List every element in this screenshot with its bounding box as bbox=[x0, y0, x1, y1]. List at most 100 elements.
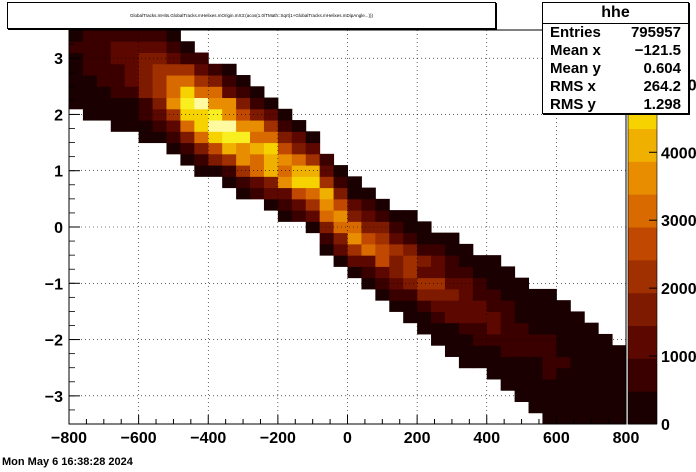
x-tick-label: 400 bbox=[473, 430, 500, 447]
heatmap-cell bbox=[528, 367, 543, 380]
heatmap-cell bbox=[333, 198, 348, 211]
x-tick-label: −200 bbox=[260, 430, 296, 447]
heatmap-cell bbox=[361, 243, 376, 256]
heatmap-cell bbox=[542, 412, 557, 425]
heatmap-cell bbox=[124, 30, 140, 42]
color-scale-swatch bbox=[628, 391, 657, 400]
heatmap-cell bbox=[250, 97, 265, 110]
heatmap-cell bbox=[389, 288, 404, 301]
heatmap-cell bbox=[305, 221, 321, 234]
heatmap-cell bbox=[444, 277, 460, 290]
heatmap-cell bbox=[528, 288, 543, 301]
heatmap-cell bbox=[417, 232, 432, 245]
heatmap-cell bbox=[403, 210, 418, 222]
heatmap-cell bbox=[110, 97, 126, 110]
heatmap-cell bbox=[556, 390, 571, 402]
heatmap-cell bbox=[263, 153, 279, 166]
heatmap-cell bbox=[403, 288, 418, 301]
heatmap-cell bbox=[361, 255, 376, 267]
heatmap-cell bbox=[542, 401, 557, 414]
heatmap-cell bbox=[514, 311, 530, 324]
heatmap-cell bbox=[403, 243, 418, 256]
heatmap-cell bbox=[277, 153, 293, 166]
heatmap-cell bbox=[361, 210, 376, 222]
heatmap-cell bbox=[347, 255, 362, 267]
heatmap-cell bbox=[486, 266, 502, 279]
y-tick-label: −1 bbox=[45, 276, 63, 293]
heatmap-cell bbox=[152, 131, 167, 144]
heatmap-cell bbox=[333, 176, 348, 189]
heatmap-cell bbox=[69, 63, 84, 76]
heatmap-cell bbox=[138, 97, 154, 110]
heatmap-cell bbox=[222, 75, 237, 87]
heatmap-cell bbox=[458, 333, 474, 346]
heatmap-cell bbox=[250, 176, 265, 189]
heatmap-cell bbox=[208, 165, 223, 177]
plot-title: GlobalTracks.mHits.GlobalTracks.mHelixes… bbox=[7, 2, 496, 29]
heatmap-cell bbox=[570, 401, 585, 414]
heatmap-cell bbox=[584, 367, 599, 380]
heatmap-cell bbox=[403, 266, 418, 279]
heatmap-cell bbox=[514, 345, 530, 357]
heatmap-cell bbox=[389, 210, 404, 222]
heatmap-cell bbox=[556, 401, 571, 414]
color-scale-swatch bbox=[628, 218, 657, 228]
heatmap-cell bbox=[236, 153, 251, 166]
heatmap-cell bbox=[458, 300, 474, 312]
heatmap-cell bbox=[570, 322, 585, 335]
heatmap-cell bbox=[431, 243, 446, 256]
heatmap-cell bbox=[612, 356, 627, 369]
color-scale-swatch bbox=[628, 227, 657, 236]
color-scale-swatch bbox=[628, 112, 657, 121]
heatmap-cell bbox=[431, 300, 446, 312]
heatmap-cell bbox=[291, 131, 307, 144]
heatmap-cell bbox=[319, 232, 335, 245]
heatmap-cell bbox=[458, 288, 474, 301]
heatmap-cell bbox=[347, 221, 362, 234]
heatmap-cell bbox=[375, 198, 390, 211]
heatmap-cell bbox=[152, 75, 167, 87]
heatmap-cell bbox=[305, 198, 321, 211]
heatmap-cell bbox=[528, 300, 543, 312]
heatmap-cell bbox=[305, 153, 321, 166]
x-tick-label: −400 bbox=[190, 430, 226, 447]
heatmap-cell bbox=[500, 367, 516, 380]
color-scale-swatch bbox=[628, 284, 657, 294]
heatmap-cell bbox=[291, 142, 307, 155]
heatmap-cell bbox=[403, 255, 418, 267]
heatmap-cell bbox=[180, 142, 195, 155]
heatmap-cell bbox=[514, 300, 530, 312]
heatmap-cell bbox=[584, 412, 599, 425]
z-tick-label: 2000 bbox=[661, 281, 696, 298]
heatmap-cell bbox=[263, 108, 279, 121]
color-scale-swatch bbox=[628, 169, 657, 179]
heatmap-cell bbox=[612, 412, 627, 425]
heatmap-cell bbox=[375, 243, 390, 256]
heatmap-cell bbox=[556, 345, 571, 357]
heatmap-cell bbox=[277, 131, 293, 144]
color-scale-swatch bbox=[628, 309, 657, 318]
heatmap-cell bbox=[556, 300, 571, 312]
heatmap-cell bbox=[375, 232, 390, 245]
heatmap-cell bbox=[417, 311, 432, 324]
heatmap-cell bbox=[291, 176, 307, 189]
heatmap-cell bbox=[82, 52, 98, 65]
x-tick-label: −800 bbox=[51, 430, 87, 447]
heatmap-cell bbox=[486, 345, 502, 357]
heatmap-cell bbox=[598, 401, 613, 414]
heatmap-cell bbox=[291, 153, 307, 166]
x-tick-label: 600 bbox=[543, 430, 570, 447]
heatmap-cell bbox=[124, 108, 140, 121]
heatmap-cell bbox=[124, 86, 140, 99]
heatmap-cell bbox=[208, 97, 223, 110]
heatmap-cell bbox=[263, 120, 279, 132]
heatmap-cell bbox=[514, 367, 530, 380]
heatmap-cell bbox=[180, 41, 195, 54]
heatmap-cell bbox=[542, 322, 557, 335]
heatmap-cell bbox=[431, 266, 446, 279]
heatmap-cell bbox=[152, 41, 167, 54]
heatmap-cell bbox=[542, 300, 557, 312]
heatmap-cell bbox=[472, 288, 488, 301]
heatmap-cell bbox=[222, 131, 237, 144]
heatmap-cell bbox=[96, 108, 112, 121]
